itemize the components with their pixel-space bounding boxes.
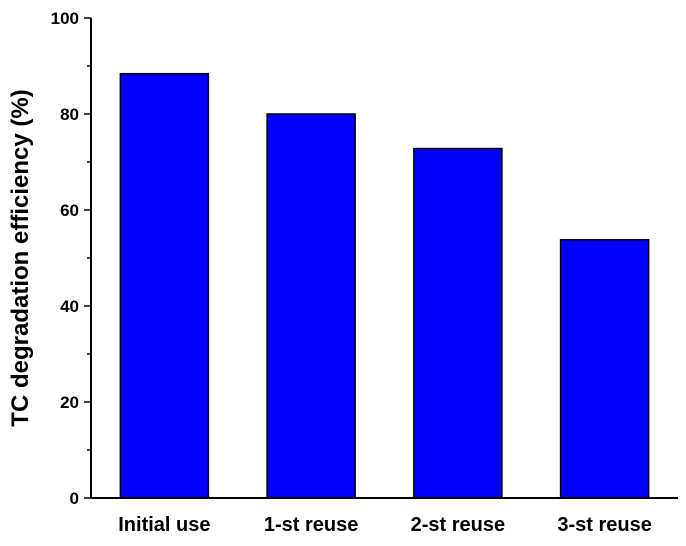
x-category-label-3: 3-st reuse [557,514,652,536]
bar-2 [413,147,503,499]
bar-0 [119,72,210,499]
x-labels-group: Initial use 1-st reuse 2-st reuse 3-st reus… [118,514,652,536]
x-category-label-1: 1-st reuse [264,514,359,536]
x-category-label-0: Initial use [118,514,210,536]
bar-1 [266,113,356,499]
y-tick-label-40: 40 [60,297,79,316]
y-tick-label-100: 100 [51,9,79,28]
x-category-label-2: 2-st reuse [411,514,506,536]
y-tick-label-20: 20 [60,393,79,412]
y-ticks-group: 0 20 40 60 80 100 [51,9,91,508]
y-tick-label-80: 80 [60,105,79,124]
bars-group [119,72,650,499]
y-tick-label-0: 0 [70,489,79,508]
bar-3 [559,239,650,499]
y-tick-label-60: 60 [60,201,79,220]
y-axis-title: TC degradation efficiency (%) [7,89,34,426]
